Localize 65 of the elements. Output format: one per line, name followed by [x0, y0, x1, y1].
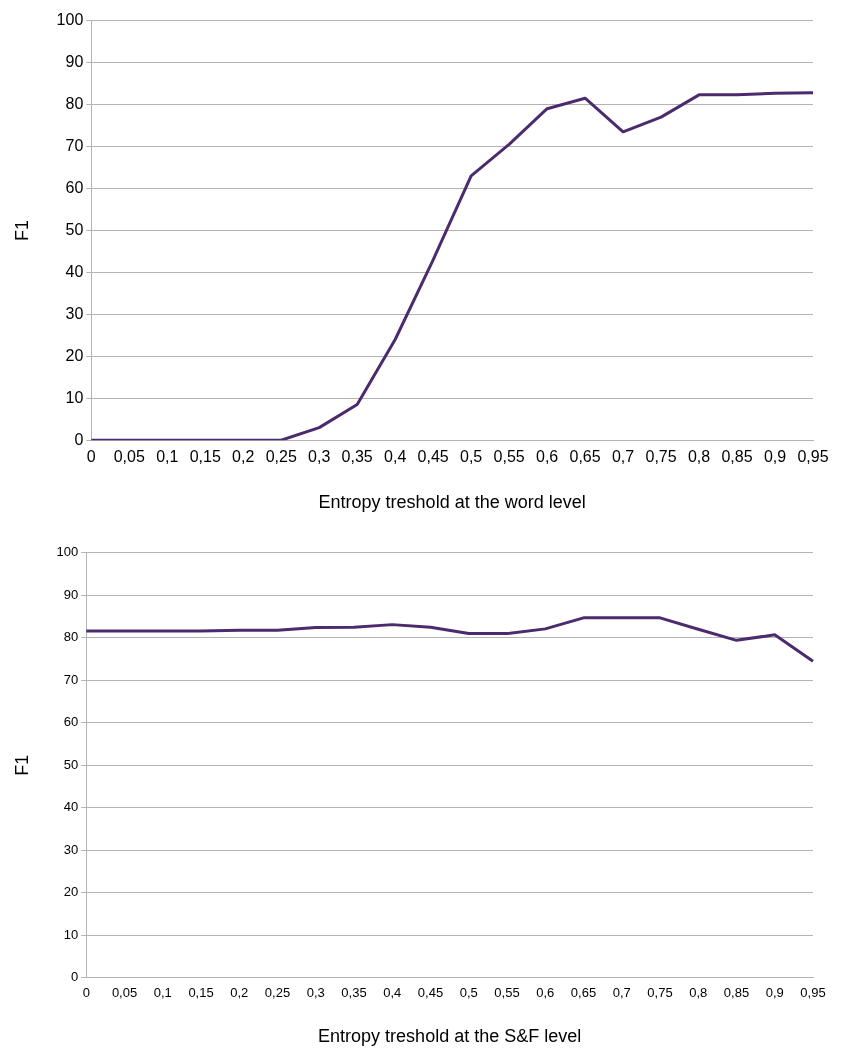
x-tick-label: 0,15	[189, 448, 221, 466]
y-tick-label: 80	[65, 94, 84, 112]
x-tick-label: 0,55	[494, 985, 520, 1001]
y-tick-label: 0	[71, 969, 79, 985]
y-tick-label: 0	[74, 430, 84, 448]
x-tick-label: 0,35	[341, 448, 373, 466]
y-tick-label: 20	[63, 884, 79, 900]
x-axis-title: Entropy treshold at the word level	[318, 492, 586, 513]
y-tick-label: 50	[63, 756, 79, 772]
y-axis-title: F1	[11, 754, 32, 776]
y-tick-label: 40	[65, 262, 84, 280]
y-tick-label: 20	[65, 346, 84, 364]
x-tick-label: 0,85	[723, 985, 750, 1001]
x-tick-label: 0	[86, 448, 96, 466]
x-tick-label: 0,2	[230, 985, 249, 1001]
y-tick-label: 90	[65, 52, 84, 70]
x-tick-label: 0,5	[460, 448, 483, 466]
y-tick-label: 100	[56, 11, 84, 29]
y-tick-label: 70	[63, 671, 79, 687]
x-tick-label: 0,05	[113, 448, 145, 466]
y-tick-label: 80	[63, 629, 79, 645]
x-tick-label: 0,45	[417, 448, 449, 466]
x-tick-label: 0,8	[689, 985, 708, 1001]
y-tick-label: 40	[63, 799, 79, 815]
x-tick-label: 0,5	[459, 985, 478, 1001]
x-tick-label: 0,4	[384, 448, 407, 466]
x-tick-label: 0,1	[156, 448, 179, 466]
x-tick-label: 0,7	[612, 985, 631, 1001]
y-tick-label: 30	[65, 304, 84, 322]
x-tick-label: 0,75	[647, 985, 673, 1001]
y-tick-label: 90	[63, 586, 79, 602]
x-tick-label: 0,85	[721, 448, 753, 466]
x-axis-title: Entropy treshold at the S&F level	[318, 1026, 582, 1047]
x-tick-label: 0,7	[611, 448, 635, 466]
x-tick-label: 0,6	[535, 448, 559, 466]
x-tick-label: 0,9	[763, 448, 787, 466]
x-tick-label: 0,6	[536, 985, 555, 1001]
x-tick-label: 0,65	[570, 985, 597, 1001]
x-tick-label: 0,05	[111, 985, 138, 1001]
x-tick-label: 0,25	[265, 448, 297, 466]
y-axis-title: F1	[11, 219, 32, 241]
y-tick-label: 60	[65, 178, 84, 196]
x-tick-label: 0,65	[569, 448, 601, 466]
y-tick-label: 100	[56, 544, 79, 560]
y-tick-label: 10	[65, 388, 84, 406]
y-tick-label: 10	[63, 926, 79, 942]
x-tick-label: 0,3	[308, 448, 331, 466]
x-tick-label: 0,95	[800, 985, 826, 1001]
y-tick-label: 70	[65, 136, 84, 154]
x-tick-label: 0,15	[188, 985, 214, 1001]
x-tick-label: 0,2	[232, 448, 255, 466]
y-tick-label: 50	[65, 220, 84, 238]
y-tick-label: 60	[63, 714, 79, 730]
x-tick-label: 0,75	[645, 448, 677, 466]
x-tick-label: 0,55	[493, 448, 525, 466]
x-tick-label: 0,25	[264, 985, 291, 1001]
x-tick-label: 0,3	[306, 985, 325, 1001]
x-tick-label: 0,95	[797, 448, 829, 466]
x-tick-label: 0,1	[153, 985, 172, 1001]
x-tick-label: 0,35	[341, 985, 367, 1001]
x-tick-label: 0,4	[383, 985, 402, 1001]
x-tick-label: 0,9	[765, 985, 784, 1001]
x-tick-label: 0,8	[687, 448, 711, 466]
x-tick-label: 0,45	[417, 985, 444, 1001]
y-tick-label: 30	[63, 841, 79, 857]
